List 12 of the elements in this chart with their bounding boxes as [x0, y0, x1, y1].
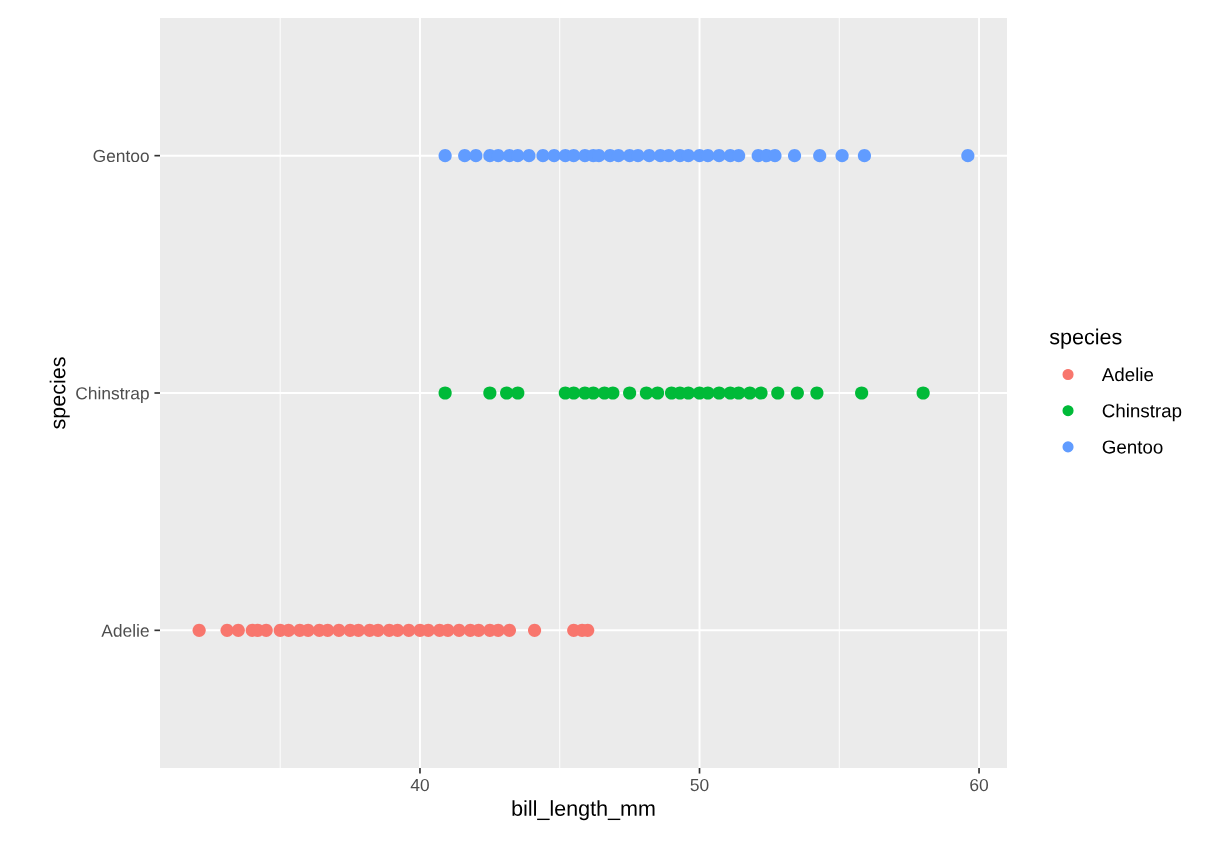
- y-tick-label: Adelie: [101, 624, 149, 637]
- legend-label: Chinstrap: [1102, 403, 1182, 422]
- y-tick-label: Chinstrap: [76, 386, 149, 403]
- legend-label: Gentoo: [1102, 440, 1163, 454]
- x-axis-title: bill_length_mm: [512, 800, 655, 821]
- x-tick-label: 40: [410, 778, 429, 792]
- y-axis-title: species: [49, 357, 70, 429]
- x-tick-label: 60: [970, 778, 989, 792]
- legend-title: species: [1049, 328, 1122, 349]
- y-tick-label: Gentoo: [93, 149, 149, 163]
- legend-label: Adelie: [1101, 367, 1154, 382]
- x-tick-label: 50: [690, 778, 709, 792]
